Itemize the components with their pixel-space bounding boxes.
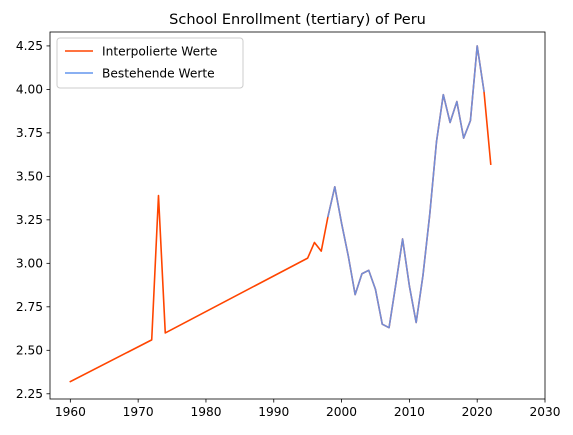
series-line-1 — [69, 45, 492, 383]
x-tick-label: 1960 — [55, 405, 86, 419]
legend-label-2: Bestehende Werte — [102, 66, 215, 80]
y-tick-label: 3.00 — [16, 257, 43, 271]
axes: 1960 1970 1980 1990 2000 2010 2020 2030 2.25 2.50… — [16, 31, 561, 419]
y-tick-label: 2.75 — [16, 300, 43, 314]
chart-title: School Enrollment (tertiary) of Peru — [169, 12, 426, 28]
y-tick-label: 4.00 — [16, 83, 43, 97]
x-tick-label: 2010 — [394, 405, 425, 419]
plot-frame — [49, 31, 546, 400]
series-line-2 — [327, 45, 485, 329]
x-tick-label: 1970 — [123, 405, 154, 419]
legend-box — [56, 37, 244, 89]
x-tick-label: 2020 — [462, 405, 493, 419]
legend: Interpolierte Werte Bestehende Werte — [56, 37, 244, 89]
plot-area — [69, 45, 492, 383]
y-tick-label: 3.25 — [16, 213, 43, 227]
x-tick-label: 1990 — [258, 405, 289, 419]
x-tick-label: 1980 — [190, 405, 221, 419]
y-tick-label: 3.75 — [16, 126, 43, 140]
y-tick-label: 2.50 — [16, 344, 43, 358]
y-tick-label: 4.25 — [16, 39, 43, 53]
legend-label-1: Interpolierte Werte — [102, 44, 217, 58]
y-tick-label: 3.50 — [16, 170, 43, 184]
x-tick-label: 2000 — [326, 405, 357, 419]
y-tick-label: 2.25 — [16, 387, 43, 401]
x-tick-label: 2030 — [529, 405, 560, 419]
